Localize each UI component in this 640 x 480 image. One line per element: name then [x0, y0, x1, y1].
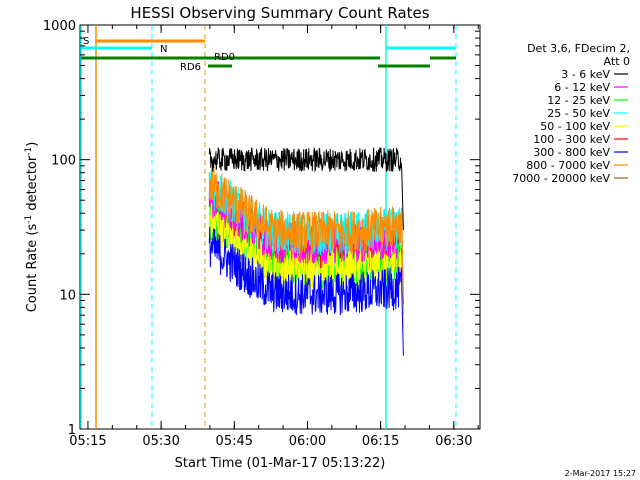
y-label-end: ): [25, 142, 40, 147]
series-layer: [208, 147, 404, 356]
legend-label: 3 - 6 keV: [561, 68, 610, 81]
y-axis-ticks: 1 10 100 1000: [43, 19, 480, 438]
series-line-6: [208, 226, 404, 356]
chart-title: HESSI Observing Summary Count Rates: [130, 4, 429, 22]
legend-label: 100 - 300 keV: [533, 133, 610, 146]
flag-label-s: S: [83, 36, 89, 47]
y-tick-label: 1: [68, 423, 76, 438]
x-axis-ticks: 05:15 05:30 05:45 06:00 06:15 06:30: [69, 25, 479, 449]
x-tick-label: 06:00: [289, 434, 326, 449]
y-axis-label: Count Rate (s-1 detector-1): [24, 142, 40, 313]
legend-label: 12 - 25 keV: [547, 94, 610, 107]
y-tick-label: 100: [51, 154, 76, 169]
legend-label: 7000 - 20000 keV: [512, 172, 610, 185]
x-tick-label: 06:15: [362, 434, 399, 449]
y-label-mid: detector: [25, 155, 40, 215]
flag-label-rd6: RD6: [180, 62, 201, 73]
y-label-sup-2: -1: [24, 147, 34, 156]
y-label-sup-1: -1: [24, 215, 34, 224]
x-tick-label: 05:15: [69, 434, 106, 449]
flag-label-rd0: RD0: [214, 52, 235, 63]
legend-label: 300 - 800 keV: [533, 146, 610, 159]
y-tick-label: 10: [59, 288, 76, 303]
y-label-main: Count Rate (s: [25, 224, 40, 313]
series-line-0: [208, 147, 404, 231]
legend-label: 6 - 12 keV: [554, 81, 610, 94]
x-tick-label: 05:30: [142, 434, 179, 449]
legend-title-line-2: Att 0: [604, 55, 630, 68]
legend-title-line-1: Det 3,6, FDecim 2,: [527, 42, 630, 55]
y-tick-label: 1000: [43, 19, 76, 34]
legend-label: 800 - 7000 keV: [526, 159, 610, 172]
legend-label: 25 - 50 keV: [547, 107, 610, 120]
x-tick-label: 06:30: [435, 434, 472, 449]
generation-timestamp: 2-Mar-2017 15:27: [565, 469, 636, 478]
plot-frame: [79, 24, 481, 430]
x-axis-label: Start Time (01-Mar-17 05:13:22): [175, 456, 386, 471]
series-line-7: [208, 166, 404, 294]
flag-label-n: N: [160, 44, 167, 55]
legend-label: 50 - 100 keV: [540, 120, 610, 133]
annotation-layer: S N RD6 RD0: [80, 25, 457, 429]
x-tick-label: 05:45: [216, 434, 253, 449]
